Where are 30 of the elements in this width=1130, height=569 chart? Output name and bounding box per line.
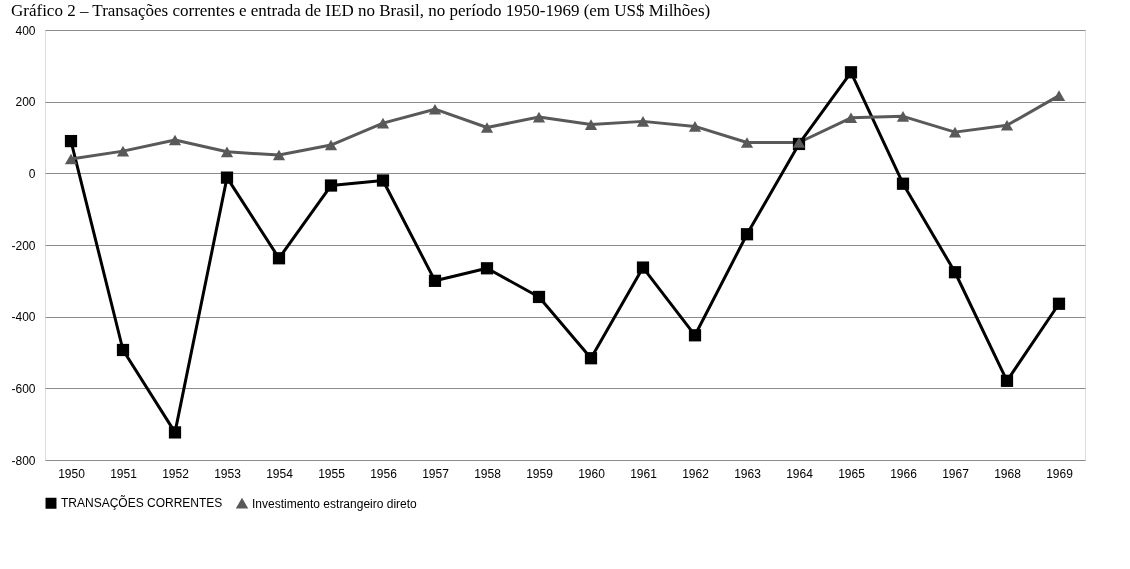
- y-tick-label: 0: [28, 166, 36, 181]
- x-tick-label: 1953: [214, 466, 242, 481]
- x-tick-label: 1961: [630, 466, 658, 481]
- x-tick-label: 1962: [682, 466, 710, 481]
- x-tick-label: 1959: [526, 466, 554, 481]
- x-tick-label: 1968: [994, 466, 1022, 481]
- x-tick-label: 1952: [162, 466, 190, 481]
- chart-title: Gráfico 2 – Transações correntes e entrada de IED no Brasil, no período 1950-1969 (em US$ Milhões): [10, 1, 711, 20]
- x-tick-label: 1964: [786, 466, 814, 481]
- x-tick-label: 1956: [370, 466, 398, 481]
- y-tick-label: -200: [11, 238, 36, 253]
- y-tick-label: -600: [11, 381, 36, 396]
- legend-label: Investimento estrangeiro direto: [252, 496, 418, 511]
- x-tick-label: 1951: [110, 466, 138, 481]
- x-tick-label: 1963: [734, 466, 762, 481]
- x-tick-label: 1966: [890, 466, 918, 481]
- x-tick-label: 1955: [318, 466, 346, 481]
- x-tick-label: 1950: [58, 466, 86, 481]
- x-tick-label: 1958: [474, 466, 502, 481]
- y-tick-label: -400: [11, 310, 36, 325]
- y-tick-label: 200: [15, 95, 36, 110]
- y-tick-label: -800: [11, 453, 36, 468]
- x-tick-label: 1954: [266, 466, 294, 481]
- legend-label: TRANSAÇÕES CORRENTES: [61, 495, 223, 511]
- x-tick-label: 1969: [1046, 466, 1074, 481]
- x-tick-label: 1957: [422, 466, 450, 481]
- x-tick-label: 1967: [942, 466, 970, 481]
- y-tick-label: 400: [15, 23, 36, 38]
- x-tick-label: 1960: [578, 466, 606, 481]
- x-tick-label: 1965: [838, 466, 866, 481]
